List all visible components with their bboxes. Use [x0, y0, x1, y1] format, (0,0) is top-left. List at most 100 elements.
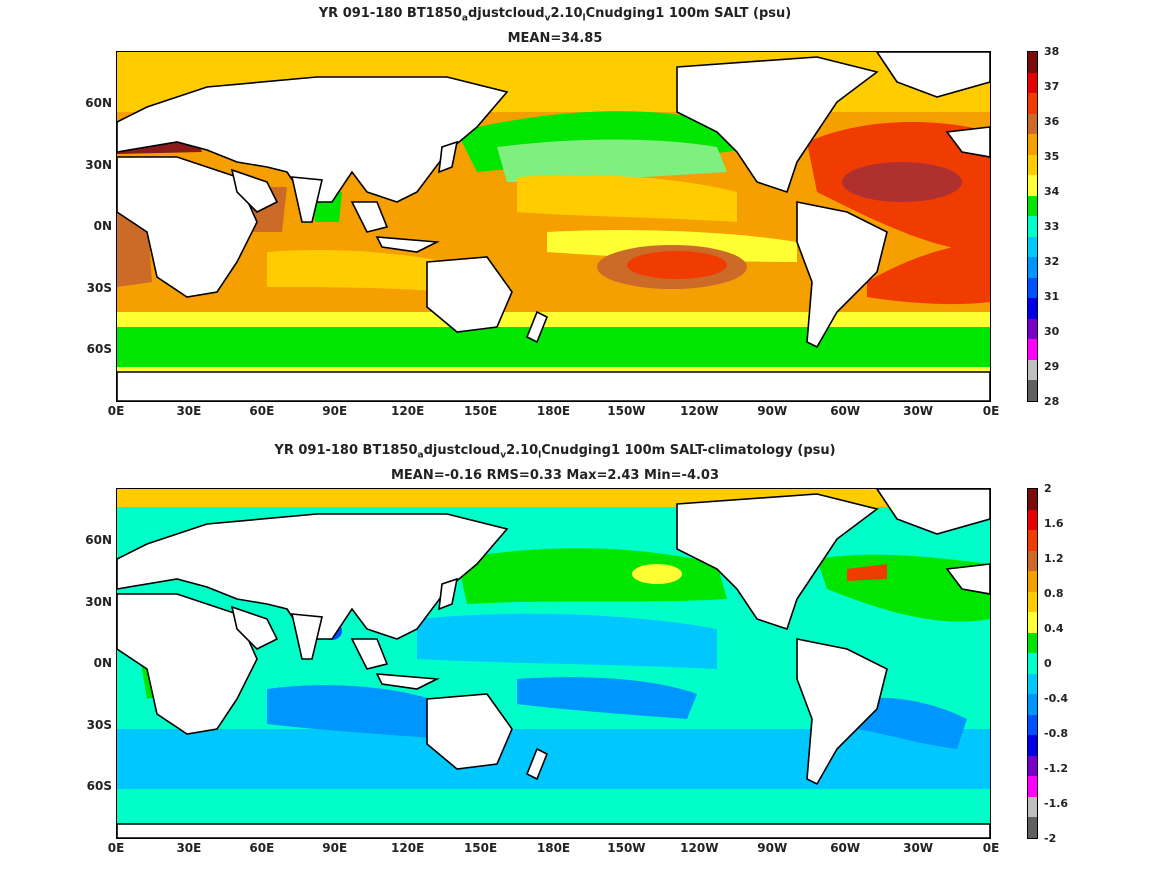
colorbar-segment — [1028, 93, 1037, 114]
colorbar-segment — [1028, 817, 1037, 838]
colorbar-segment — [1028, 550, 1037, 572]
longitude-label: 60W — [830, 404, 861, 418]
longitude-label: 120W — [680, 841, 719, 855]
bottom-title-part: 2.10 — [506, 443, 539, 458]
colorbar-segment — [1028, 380, 1037, 401]
top-map — [116, 51, 991, 402]
japan — [438, 577, 459, 611]
bottom-title-part: Cnudging1 100m SALT-climatology (psu) — [541, 443, 836, 458]
eurasia — [117, 513, 509, 640]
latitude-label: 60S — [86, 342, 112, 356]
colorbar-segment — [1028, 175, 1037, 196]
anomaly-region — [267, 685, 457, 739]
bottom-stats: MEAN=-0.16 RMS=0.33 Max=2.43 Min=-4.03 — [390, 468, 720, 483]
top-title: YR 091-180 BT1850adjustcloudv2.10lCnudgi… — [0, 6, 1110, 24]
india — [290, 176, 323, 223]
colorbar-segment — [1028, 489, 1037, 510]
bottom-title-sub: v — [500, 450, 507, 461]
colorbar-tick-label: 36 — [1044, 115, 1060, 128]
colorbar-tick-label: 35 — [1044, 150, 1060, 163]
colorbar-tick-label: -0.4 — [1044, 692, 1069, 705]
bottom-title-part: YR 091-180 BT1850 — [274, 443, 418, 458]
longitude-label: 90W — [757, 404, 788, 418]
longitude-label: 60E — [249, 404, 275, 418]
colorbar-segment — [1028, 735, 1037, 756]
longitude-label: 90E — [322, 404, 348, 418]
latitude-label: 30N — [85, 595, 112, 609]
top-title-part: djustcloud — [467, 6, 545, 21]
top-title-part: Cnudging1 100m SALT (psu) — [585, 6, 792, 21]
indochina — [350, 638, 389, 670]
latitude-label: 30S — [86, 718, 112, 732]
colorbar-segment — [1028, 318, 1037, 340]
south-america — [796, 638, 888, 786]
new-zealand — [525, 747, 549, 781]
colorbar-tick-label: 28 — [1044, 395, 1060, 408]
south-america — [796, 201, 888, 349]
anomaly-region — [847, 564, 887, 581]
longitude-label: 90W — [757, 841, 788, 855]
top-colorbar — [1027, 51, 1038, 402]
colorbar-segment — [1028, 796, 1037, 818]
top-title-sub: v — [544, 13, 551, 24]
top-title-sub: l — [582, 13, 586, 24]
latitude-label: 30N — [85, 158, 112, 172]
salinity-band — [117, 327, 990, 372]
bottom-map — [116, 488, 991, 839]
latitude-label: 60S — [86, 779, 112, 793]
colorbar-segment — [1028, 571, 1037, 592]
colorbar-segment — [1028, 154, 1037, 176]
colorbar-tick-label: -2 — [1044, 832, 1057, 845]
longitude-label: 120E — [391, 404, 425, 418]
colorbar-segment — [1028, 530, 1037, 551]
colorbar-segment — [1028, 776, 1037, 797]
bottom-colorbar — [1027, 488, 1038, 839]
colorbar-segment — [1028, 277, 1037, 299]
anomaly-region — [517, 677, 697, 719]
salinity-region — [842, 162, 962, 202]
colorbar-tick-label: 38 — [1044, 45, 1060, 58]
indochina — [350, 201, 389, 233]
colorbar-tick-label: 31 — [1044, 290, 1060, 303]
colorbar-segment — [1028, 236, 1037, 258]
salinity-region — [867, 242, 990, 305]
top-title-part: 2.10 — [550, 6, 583, 21]
latitude-label: 0N — [93, 219, 112, 233]
colorbar-segment — [1028, 216, 1037, 237]
longitude-label: 90E — [322, 841, 348, 855]
greenland — [876, 52, 990, 98]
longitude-label: 120E — [391, 841, 425, 855]
longitude-label: 150W — [607, 841, 646, 855]
colorbar-segment — [1028, 134, 1037, 155]
longitude-label: 0E — [982, 404, 1000, 418]
salinity-region — [497, 139, 727, 182]
colorbar-segment — [1028, 612, 1037, 633]
top-title-sub: a — [461, 13, 468, 24]
bottom-title-sub: a — [417, 450, 424, 461]
europe-west — [945, 126, 990, 158]
longitude-label: 0E — [107, 841, 125, 855]
africa — [117, 593, 258, 735]
bottom-title-part: djustcloud — [423, 443, 501, 458]
colorbar-tick-label: 30 — [1044, 325, 1060, 338]
anomaly-region — [417, 613, 717, 669]
longitude-label: 30W — [903, 404, 934, 418]
indonesia — [375, 673, 440, 690]
colorbar-segment — [1028, 632, 1037, 654]
colorbar-segment — [1028, 257, 1037, 278]
colorbar-segment — [1028, 653, 1037, 674]
indonesia — [375, 236, 440, 253]
antarctica — [117, 371, 990, 401]
new-zealand — [525, 310, 549, 344]
longitude-label: 60W — [830, 841, 861, 855]
colorbar-segment — [1028, 339, 1037, 360]
colorbar-tick-label: 1.2 — [1044, 552, 1064, 565]
top-stats: MEAN=34.85 — [507, 31, 603, 46]
colorbar-tick-label: 29 — [1044, 360, 1060, 373]
colorbar-segment — [1028, 113, 1037, 135]
colorbar-segment — [1028, 195, 1037, 217]
colorbar-segment — [1028, 673, 1037, 695]
colorbar-tick-label: 37 — [1044, 80, 1060, 93]
colorbar-tick-label: 33 — [1044, 220, 1060, 233]
bottom-title: YR 091-180 BT1850adjustcloudv2.10lCnudgi… — [0, 443, 1110, 461]
